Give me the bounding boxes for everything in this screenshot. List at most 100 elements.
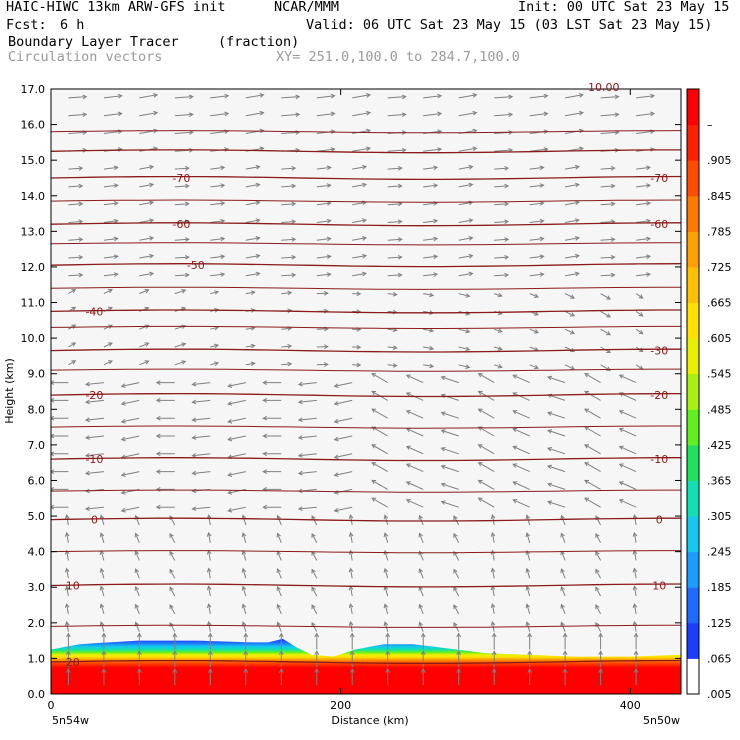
vector-head	[638, 312, 644, 317]
vector-shaft	[311, 551, 318, 561]
vector-head	[433, 183, 439, 188]
vector-head	[595, 550, 600, 556]
vector-shaft	[600, 328, 611, 336]
colorbar-label: .725	[707, 261, 732, 274]
colorbar-label: –	[707, 119, 713, 132]
vector-shaft	[68, 360, 76, 366]
vector-shaft	[174, 238, 189, 241]
vector-shaft	[121, 399, 140, 405]
vector-head	[220, 201, 226, 206]
vector-head	[504, 165, 510, 171]
vector-head	[259, 93, 265, 98]
vector-shaft	[311, 587, 318, 597]
vector-shaft	[565, 94, 583, 99]
colorbar-swatch	[687, 480, 699, 517]
vector-shaft	[135, 586, 140, 597]
vector-shaft	[406, 481, 424, 490]
vector-head	[291, 201, 297, 207]
vector-head	[51, 451, 55, 457]
vector-head	[595, 568, 600, 574]
vector-head	[348, 531, 354, 537]
vector-head	[224, 111, 230, 117]
vector-head	[453, 532, 458, 538]
vector-shaft	[600, 113, 619, 117]
vector-head	[136, 668, 142, 673]
vector-head	[120, 507, 126, 513]
vector-head	[101, 650, 107, 656]
vector-head	[397, 254, 403, 260]
vector-head	[311, 515, 316, 521]
vector-head	[333, 436, 339, 442]
vector-head	[206, 567, 212, 573]
vector-head	[206, 514, 212, 520]
vector-shaft	[458, 293, 470, 297]
vector-shaft	[619, 481, 637, 490]
vector-shaft	[458, 237, 473, 241]
vector-head	[610, 237, 616, 242]
vector-head	[578, 128, 584, 134]
vector-shaft	[103, 289, 113, 295]
vector-shaft	[139, 237, 154, 241]
vector-shaft	[494, 346, 502, 350]
vector-head	[525, 514, 531, 520]
vector-head	[333, 472, 339, 477]
vector-shaft	[423, 95, 442, 99]
vector-shaft	[66, 532, 69, 543]
vector-head	[584, 373, 590, 378]
vector-head	[574, 236, 580, 241]
vector-shaft	[529, 328, 539, 334]
vector-head	[78, 201, 84, 207]
vector-head	[326, 218, 332, 224]
vector-shaft	[441, 483, 459, 490]
vector-head	[323, 291, 329, 296]
vector-head	[453, 550, 458, 556]
vector-shaft	[423, 255, 438, 259]
vector-shaft	[371, 479, 388, 490]
vector-shaft	[103, 184, 118, 188]
colorbar-label: .245	[707, 546, 732, 559]
vector-head	[181, 289, 187, 294]
vector-head	[490, 514, 496, 520]
vector-head	[366, 146, 372, 152]
vector-head	[584, 462, 590, 467]
vector-head	[155, 398, 161, 403]
isotherm-line	[51, 583, 681, 588]
vector-head	[314, 632, 320, 638]
vector-shaft	[85, 506, 104, 510]
isotherm-line	[51, 149, 681, 154]
vector-shaft	[494, 96, 513, 99]
vector-head	[632, 531, 638, 537]
vector-shaft	[210, 362, 219, 366]
vector-shaft	[478, 462, 495, 473]
vector-shaft	[636, 273, 651, 277]
vector-shaft	[242, 621, 247, 632]
vector-head	[330, 147, 336, 152]
vector-shaft	[458, 219, 473, 223]
left-endpoint: 5n54w	[52, 714, 89, 727]
vector-shaft	[595, 569, 602, 579]
vector-shaft	[423, 202, 438, 206]
vector-head	[149, 271, 155, 277]
vector-shaft	[560, 586, 566, 597]
contour-line	[51, 368, 681, 372]
vector-head	[184, 183, 190, 189]
vector-shaft	[560, 515, 566, 526]
field-units: (fraction)	[218, 34, 300, 50]
vector-head	[276, 514, 281, 520]
vector-shaft	[169, 551, 176, 561]
vector-head	[188, 112, 194, 118]
vector-shaft	[210, 166, 225, 170]
vector-shaft	[387, 221, 402, 223]
colorbar-label: .365	[707, 475, 732, 488]
vector-head	[99, 514, 105, 520]
vector-shaft	[334, 399, 353, 405]
vector-shaft	[600, 310, 611, 318]
vector-shaft	[387, 96, 406, 99]
vector-shaft	[584, 426, 601, 437]
vector-head	[433, 165, 439, 171]
vector-head	[650, 111, 656, 117]
vector-head	[311, 586, 316, 592]
vector-head	[120, 418, 126, 424]
vector-shaft	[135, 533, 140, 543]
vector-head	[610, 183, 616, 189]
